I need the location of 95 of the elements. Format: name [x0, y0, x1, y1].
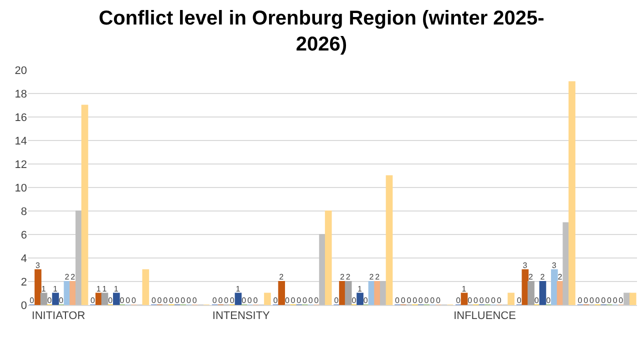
data-label: 1: [41, 284, 46, 294]
data-label: 0: [126, 296, 131, 305]
data-label: 0: [468, 296, 473, 305]
x-tick-label: INFLUENCE: [454, 310, 516, 322]
data-label: 0: [485, 296, 490, 305]
data-label: 0: [163, 296, 168, 305]
data-label: 0: [534, 296, 540, 305]
data-label: 1: [114, 284, 119, 294]
data-label: 3: [552, 260, 557, 270]
data-label: 0: [430, 296, 436, 305]
data-label: 0: [90, 296, 96, 305]
data-label: 0: [131, 296, 136, 305]
data-label: 0: [192, 296, 198, 305]
data-label: 0: [212, 296, 218, 305]
data-label: 1: [462, 284, 467, 294]
data-label: 1: [236, 284, 241, 294]
y-tick-label: 0: [20, 300, 27, 312]
data-label: 0: [436, 296, 441, 305]
data-label: 1: [53, 284, 58, 294]
data-label: 0: [253, 296, 258, 305]
chart-title: Conflict level in Orenburg Region (winter 2025- 2026): [98, 8, 544, 56]
data-label: 0: [456, 296, 461, 305]
data-label: 0: [290, 296, 296, 305]
data-label: 0: [578, 296, 583, 305]
data-label: 0: [108, 296, 114, 305]
data-label: 0: [395, 296, 400, 305]
data-label: 0: [30, 296, 35, 305]
y-tick-label: 18: [14, 88, 27, 100]
data-label: 0: [120, 296, 125, 305]
data-label: 0: [412, 296, 418, 305]
data-label: 0: [546, 296, 552, 305]
data-label: 0: [601, 296, 606, 305]
data-label: 0: [334, 296, 340, 305]
data-label: 0: [496, 296, 502, 305]
data-label: 0: [516, 296, 522, 305]
data-label: 0: [157, 296, 162, 305]
data-label: 2: [528, 272, 534, 282]
data-label: 0: [174, 296, 180, 305]
data-label: 0: [491, 296, 496, 305]
data-label: 0: [363, 296, 368, 305]
data-label: 0: [186, 296, 192, 305]
data-label: 0: [418, 296, 424, 305]
data-label: 0: [224, 296, 230, 305]
data-label: 0: [314, 296, 320, 305]
data-label: 3: [522, 260, 528, 270]
data-label: 0: [406, 296, 412, 305]
data-label: 0: [180, 296, 186, 305]
data-label: 0: [352, 296, 357, 305]
x-tick-label: INTENSITY: [212, 310, 271, 322]
data-label: 2: [70, 272, 76, 282]
data-label: 2: [369, 272, 374, 282]
data-label: 1: [102, 284, 108, 294]
data-label: 0: [247, 296, 252, 305]
data-label: 0: [47, 296, 52, 305]
data-label: 2: [346, 272, 351, 282]
y-tick-label: 6: [20, 229, 27, 242]
data-label: 0: [595, 296, 600, 305]
data-label: 2: [540, 272, 546, 282]
data-label: 0: [242, 296, 247, 305]
data-label: 2: [279, 272, 284, 282]
y-tick-label: 2: [20, 276, 27, 288]
y-tick-label: 4: [20, 252, 27, 265]
data-label: 0: [589, 296, 594, 305]
data-label: 2: [375, 272, 380, 282]
data-label: 0: [400, 296, 406, 305]
data-label: 2: [64, 272, 70, 282]
data-label: 0: [618, 296, 624, 305]
data-label: 0: [230, 296, 235, 305]
data-label: 0: [151, 296, 156, 305]
data-label: 0: [218, 296, 224, 305]
y-tick-label: 10: [14, 182, 27, 194]
y-tick-label: 8: [20, 206, 27, 218]
data-label: 0: [58, 296, 64, 305]
data-label: 0: [296, 296, 302, 305]
data-label: 0: [473, 296, 478, 305]
data-label: 1: [358, 284, 363, 294]
data-label: 0: [479, 296, 484, 305]
y-tick-label: 12: [14, 158, 27, 171]
data-label: 0: [308, 296, 314, 305]
data-label: 2: [340, 272, 345, 282]
data-label: 0: [612, 296, 618, 305]
data-label: 0: [302, 296, 308, 305]
data-label: 0: [284, 296, 290, 305]
x-tick-label: INITIATOR: [32, 310, 86, 322]
y-tick-label: 16: [14, 112, 27, 124]
y-tick-label: 20: [14, 64, 27, 77]
data-label: 2: [558, 272, 563, 282]
data-label: 0: [424, 296, 430, 305]
data-label: 3: [35, 260, 40, 270]
data-label: 0: [273, 296, 278, 305]
data-label: 0: [606, 296, 612, 305]
data-label: 0: [168, 296, 174, 305]
data-label: 1: [96, 284, 102, 294]
y-tick-label: 14: [14, 135, 27, 148]
data-label: 0: [584, 296, 589, 305]
